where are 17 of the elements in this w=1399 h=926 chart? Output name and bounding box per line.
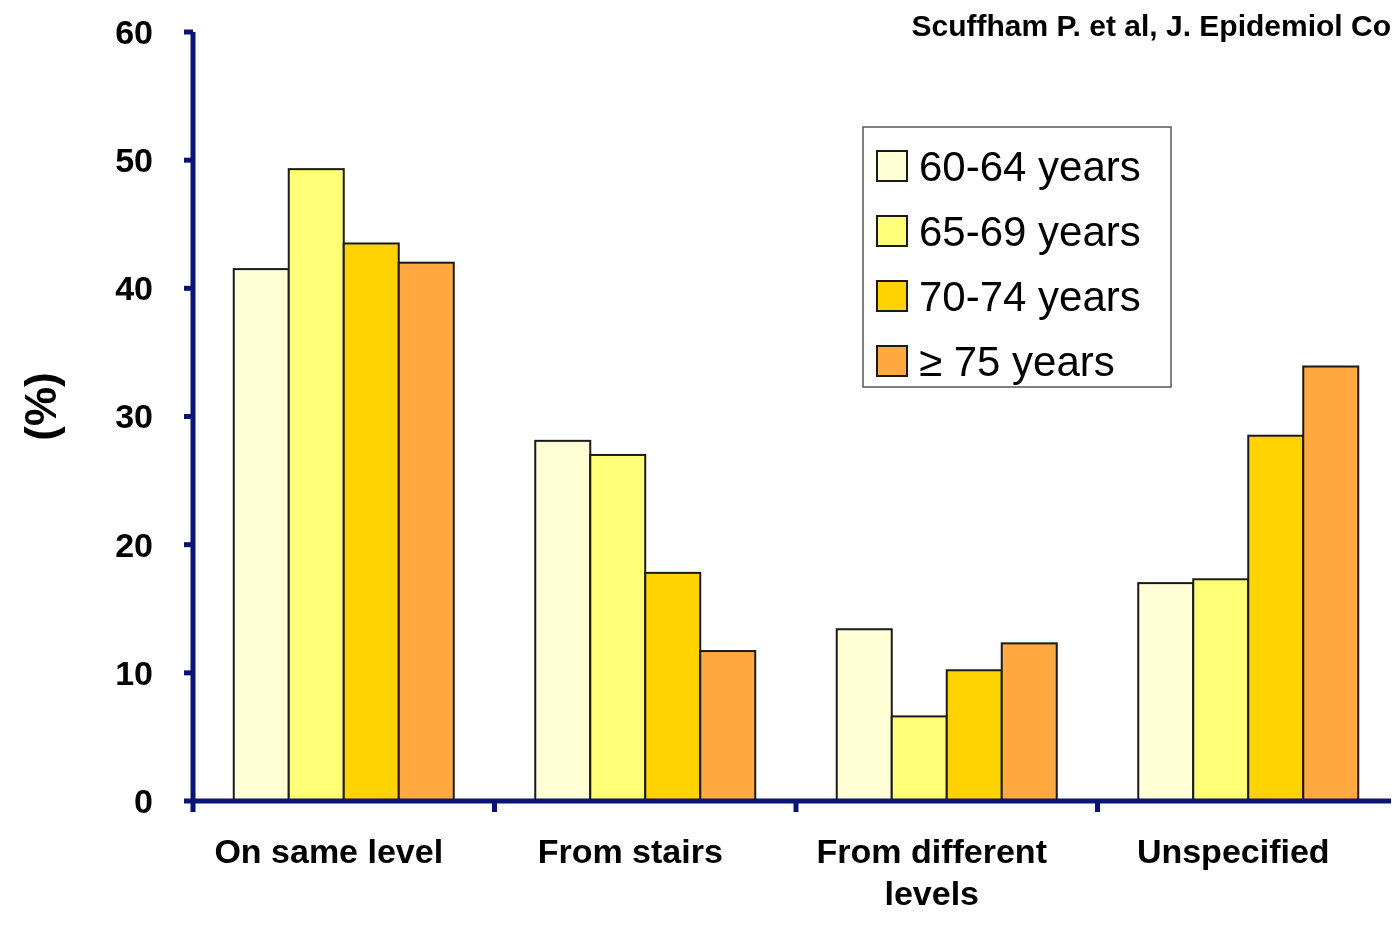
legend-label: 70-74 years — [919, 272, 1141, 320]
y-tick-label: 60 — [115, 12, 153, 51]
y-tick-label: 20 — [115, 525, 153, 564]
x-tick-label: Unspecified — [1136, 832, 1330, 870]
y-tick-label: 40 — [115, 269, 153, 308]
y-tick-label: 30 — [115, 397, 153, 436]
annotation: Scuffham P. et al, J. Epidemiol Co — [911, 9, 1391, 42]
legend-label: ≥ 75 years — [919, 337, 1115, 385]
x-tick-label: On same level — [214, 832, 444, 870]
y-tick-label: 50 — [115, 141, 153, 180]
y-tick-label: 10 — [115, 653, 153, 692]
legend-label: 65-69 years — [919, 207, 1141, 255]
x-tick-label: From different levels — [816, 832, 1047, 912]
legend-label: 60-64 years — [919, 142, 1141, 190]
y-tick-label: 0 — [134, 781, 153, 820]
x-tick-label: From stairs — [537, 832, 723, 870]
y-axis-title: (%) — [16, 372, 65, 441]
